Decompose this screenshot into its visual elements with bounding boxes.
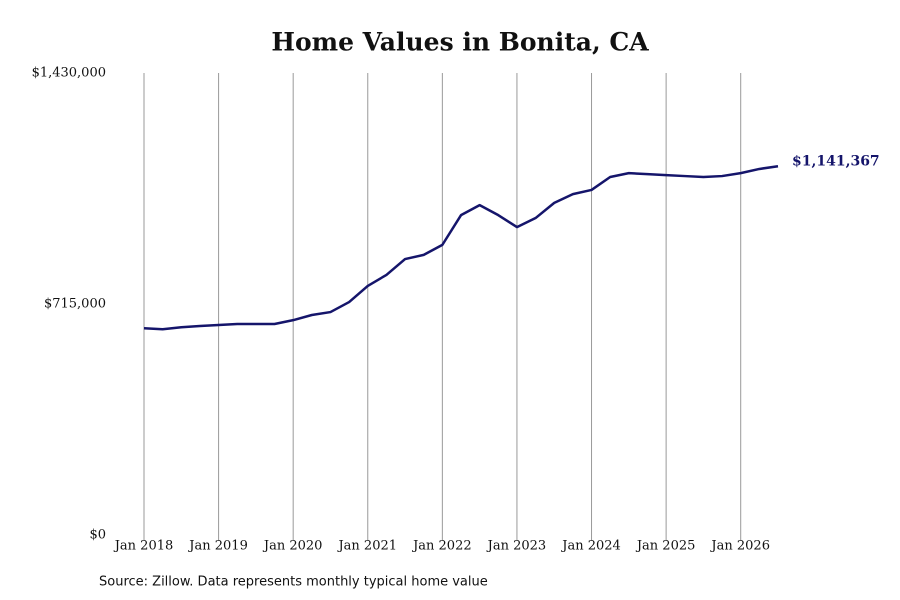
y-tick-label: $715,000 [44,297,106,312]
y-tick-label: $0 [89,528,106,543]
x-tick-label: Jan 2024 [560,539,621,554]
x-tick-label: Jan 2020 [262,539,323,554]
x-tick-label: Jan 2022 [411,539,472,554]
y-tick-label: $1,430,000 [32,66,106,81]
x-tick-label: Jan 2023 [486,539,547,554]
x-tick-label: Jan 2026 [709,539,770,554]
x-tick-label: Jan 2021 [336,539,397,554]
chart-title: Home Values in Bonita, CA [271,28,649,57]
x-tick-label: Jan 2018 [113,539,174,554]
source-note: Source: Zillow. Data represents monthly … [99,575,488,590]
data-label: $1,141,367 [792,153,880,169]
line-series [143,165,779,331]
x-tick-label: Jan 2019 [187,539,248,554]
x-tick-label: Jan 2025 [635,539,696,554]
